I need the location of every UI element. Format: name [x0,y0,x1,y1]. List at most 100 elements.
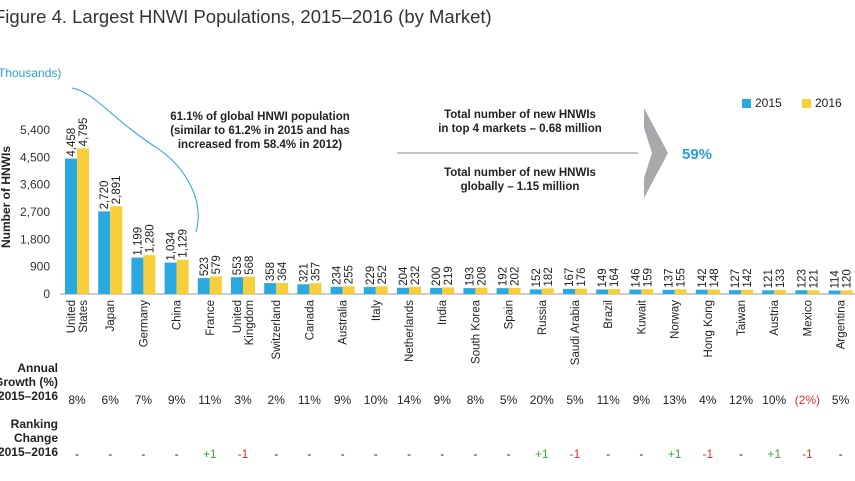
ranking-row-label: Ranking Change 2015–2016 [0,417,58,459]
bar-2016 [840,290,853,294]
global-new-hnwi-note: Total number of new HNWIs globally – 1.1… [444,167,596,193]
category-label: United [66,300,78,333]
bar-2016 [409,286,421,294]
data-label-2016: 202 [510,267,522,286]
bar-2015 [231,277,243,294]
category-label: Saudi Arabia [570,299,582,365]
y-axis: 0 900 1,800 2,700 3,600 4,500 5,400 [20,123,855,301]
data-label-2015: 1,034 [166,231,178,260]
growth-value: 14% [397,393,421,407]
data-label-2015: 1,199 [132,227,144,256]
data-label-2016: 148 [709,268,721,287]
y-tick-label: 1,800 [20,232,50,246]
top4-share-percent: 59% [682,146,713,163]
data-label-2016: 1,129 [178,229,190,258]
bar-2016 [707,289,720,294]
data-label-2016: 4,795 [78,118,90,147]
ranking-change-value: +1 [767,447,781,461]
ranking-change-value: -1 [702,447,713,461]
ranking-change-value: - [639,447,643,461]
category-label: Kuwait [636,299,648,334]
bar-2015 [363,287,376,294]
data-label-2015: 142 [697,268,709,287]
bar-2016 [575,288,587,294]
data-label-2016: 121 [808,269,820,288]
growth-value: 4% [699,393,717,407]
data-label-2015: 123 [796,269,808,288]
data-label-2016: 252 [377,265,389,284]
data-label-2015: 2,720 [99,181,111,210]
ranking-change-value: - [108,447,112,461]
bar-2015 [563,288,575,294]
bar-2015 [529,289,542,294]
growth-value: 11% [298,393,321,407]
data-label-2015: 234 [332,265,344,285]
ranking-change-value: - [274,447,278,461]
y-tick-label: 3,600 [20,178,50,192]
growth-value: 3% [234,393,252,407]
ranking-change-value: +1 [203,447,217,461]
bar-2016 [541,288,554,294]
growth-value: 7% [135,393,153,407]
category-label: Norway [670,300,682,339]
ranking-change-value: - [839,447,843,461]
ranking-change-value: -1 [238,447,249,461]
data-label-2016: 357 [310,262,322,281]
growth-value: 10% [364,393,388,407]
bar-2015 [297,284,310,294]
data-label-2015: 114 [830,270,842,289]
bar-2015 [131,257,144,294]
growth-value: 13% [663,393,687,407]
ranking-change-value: - [307,447,311,461]
category-label: States [78,300,90,333]
ranking-change-value: - [75,447,79,461]
growth-value: 10% [762,393,786,407]
y-tick-label: 4,500 [20,150,50,164]
bar-2015 [662,289,675,294]
category-label: Russia [537,299,549,335]
data-label-2015: 146 [630,268,642,287]
data-label-2015: 229 [365,266,377,285]
y-tick-label: 5,400 [20,123,50,137]
category-label: Hong Kong [703,300,715,358]
data-label-2015: 152 [531,268,543,287]
growth-value: 9% [633,393,651,407]
data-label-2015: 127 [730,269,742,288]
bar-2015 [496,288,509,294]
data-label-2015: 149 [597,268,609,287]
data-label-2016: 255 [344,265,356,284]
bar-2016 [608,289,621,294]
data-label-2016: 155 [676,268,688,287]
share-bracket [71,87,199,233]
legend-label-2015: 2015 [755,96,782,110]
ranking-change-value: +1 [668,447,682,461]
data-label-2016: 182 [543,267,555,286]
category-label: China [172,299,184,330]
ranking-change-value: - [440,447,444,461]
bar-2016 [774,289,787,294]
growth-value: 5% [500,393,518,407]
ranking-change-value: - [507,447,511,461]
bar-2016 [309,283,322,294]
data-label-2015: 321 [298,263,310,282]
data-label-2016: 2,891 [111,175,123,204]
data-label-2015: 204 [398,266,410,286]
data-label-2016: 159 [642,268,654,287]
ranking-change-value: - [341,447,345,461]
bar-2015 [828,290,841,294]
top4-new-hnwi-note: Total number of new HNWIs in top 4 marke… [438,109,602,135]
category-label: Canada [304,299,316,340]
growth-value: 9% [334,393,352,407]
category-label: Netherlands [404,300,416,362]
data-label-2015: 121 [763,269,775,288]
bar-2015 [596,289,609,294]
data-label-2016: 568 [244,256,256,275]
data-label-2016: 164 [609,267,621,287]
bar-2016 [110,206,123,294]
bar-2016 [641,289,654,294]
data-label-2016: 133 [775,269,787,288]
ranking-change-value: - [606,447,610,461]
bar-2015 [629,289,642,294]
